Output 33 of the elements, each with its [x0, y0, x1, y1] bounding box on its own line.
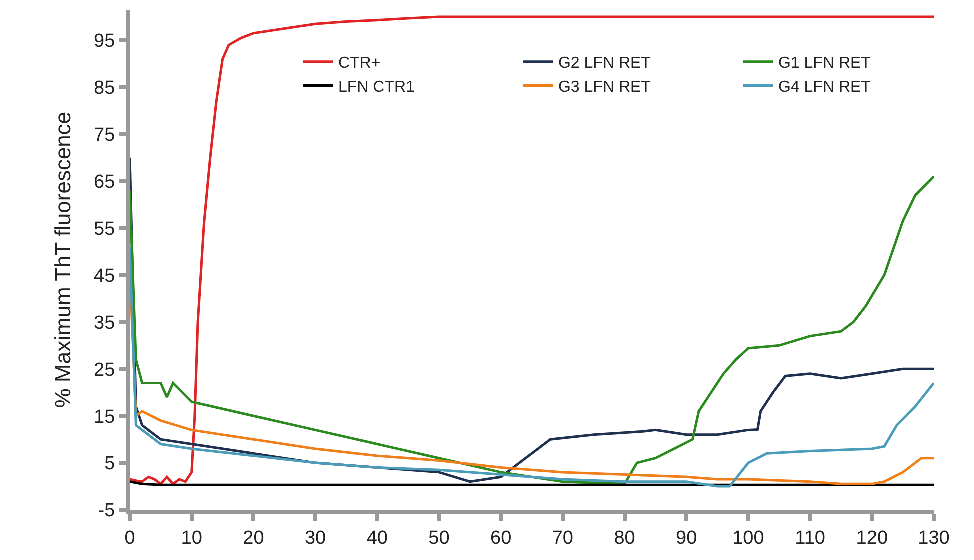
y-axis-title: % Maximum ThT fluorescence	[50, 112, 76, 408]
legend-label: G4 LFN RET	[778, 78, 872, 96]
x-tick-label: 100	[732, 528, 764, 549]
x-tick-label: 0	[124, 528, 136, 549]
line-series	[130, 16, 934, 486]
x-tick-label: 50	[428, 528, 450, 549]
y-tick-label: 5	[104, 454, 116, 475]
y-tick-label: 55	[94, 218, 116, 240]
x-tick-label: 130	[918, 528, 950, 549]
y-tick-label: -5	[98, 500, 116, 522]
legend-label: G1 LFN RET	[778, 55, 872, 72]
x-tick-label: 60	[490, 528, 512, 549]
y-tick-label: 45	[94, 266, 116, 287]
x-tick-label: 90	[676, 528, 698, 549]
legend-label: CTR+	[338, 55, 381, 72]
x-tick-label: 10	[181, 528, 202, 549]
x-tick-label: 70	[552, 528, 574, 549]
x-tick-label: 80	[614, 528, 636, 549]
x-tick-label: 30	[304, 528, 326, 549]
y-tick-label: 15	[94, 406, 116, 428]
y-tick-label: 35	[94, 312, 116, 334]
y-tick-label: 25	[94, 360, 116, 381]
x-tick-label: 40	[366, 528, 388, 549]
y-tick-label: 75	[94, 125, 116, 146]
y-tick-label: 95	[94, 31, 116, 52]
legend-label: LFN CTR1	[338, 78, 416, 96]
legend-label: G2 LFN RET	[558, 55, 652, 72]
x-tick-label: 20	[243, 528, 264, 549]
y-tick-label: 85	[94, 78, 116, 100]
x-tick-label: 120	[856, 528, 888, 549]
legend-label: G3 LFN RET	[558, 78, 652, 96]
y-tick-label: 65	[94, 172, 116, 194]
x-tick-label: 110	[795, 528, 826, 549]
